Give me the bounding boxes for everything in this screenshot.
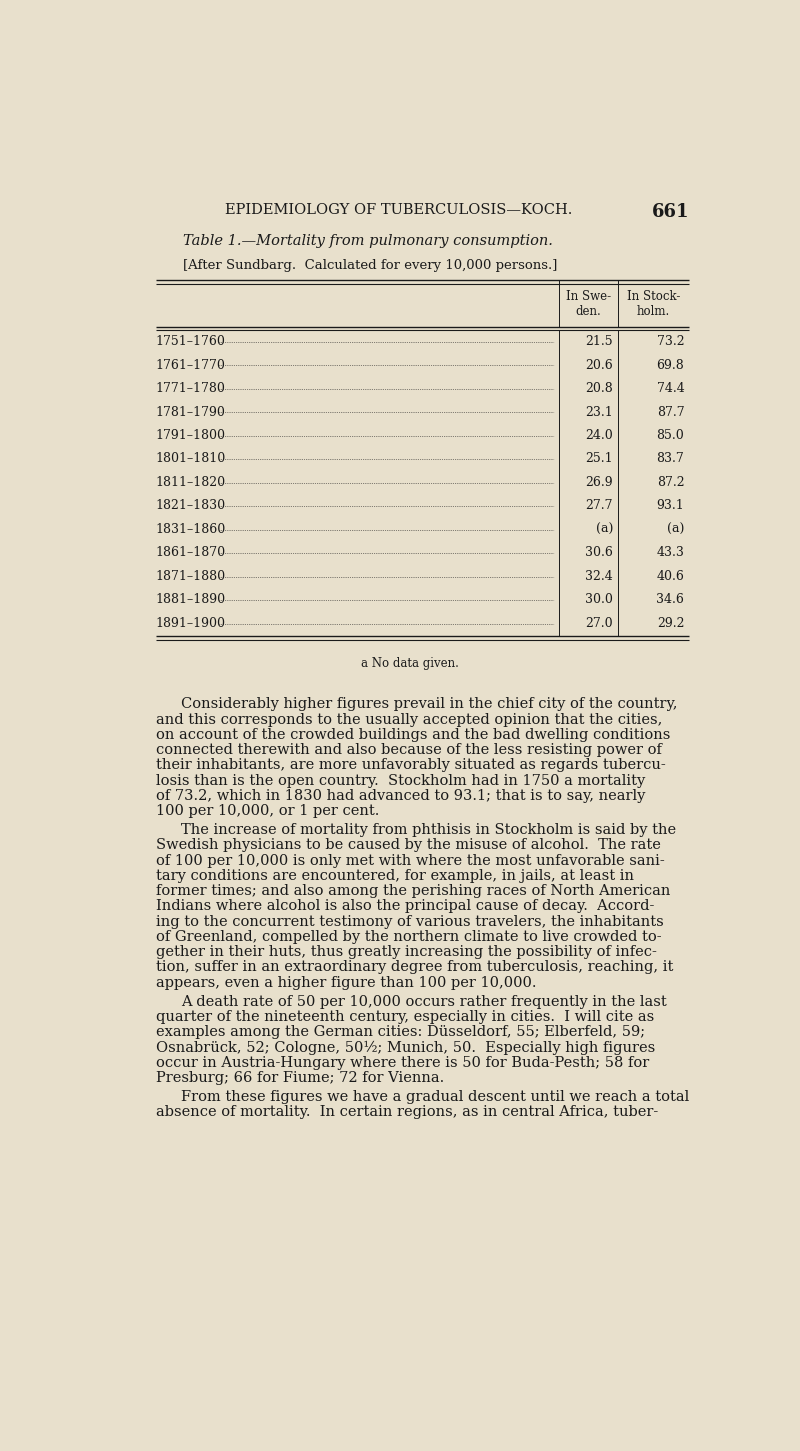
Text: 1811–1820: 1811–1820 [156, 476, 226, 489]
Text: of 73.2, which in 1830 had advanced to 93.1; that is to say, nearly: of 73.2, which in 1830 had advanced to 9… [156, 789, 645, 802]
Text: 1761–1770: 1761–1770 [156, 358, 226, 371]
Text: (a): (a) [596, 522, 613, 535]
Text: 34.6: 34.6 [657, 593, 684, 607]
Text: examples among the German cities: Düsseldorf, 55; Elberfeld, 59;: examples among the German cities: Düssel… [156, 1026, 645, 1039]
Text: 69.8: 69.8 [657, 358, 684, 371]
Text: The increase of mortality from phthisis in Stockholm is said by the: The increase of mortality from phthisis … [181, 823, 676, 837]
Text: 30.0: 30.0 [585, 593, 613, 607]
Text: 73.2: 73.2 [657, 335, 684, 348]
Text: 40.6: 40.6 [657, 570, 684, 583]
Text: 27.0: 27.0 [586, 617, 613, 630]
Text: 43.3: 43.3 [657, 547, 684, 560]
Text: 1781–1790: 1781–1790 [156, 405, 226, 418]
Text: Indians where alcohol is also the principal cause of decay.  Accord-: Indians where alcohol is also the princi… [156, 900, 654, 913]
Text: 21.5: 21.5 [586, 335, 613, 348]
Text: Considerably higher figures prevail in the chief city of the country,: Considerably higher figures prevail in t… [181, 698, 677, 711]
Text: 83.7: 83.7 [657, 453, 684, 466]
Text: 74.4: 74.4 [657, 382, 684, 395]
Text: 20.8: 20.8 [586, 382, 613, 395]
Text: 1801–1810: 1801–1810 [156, 453, 226, 466]
Text: absence of mortality.  In certain regions, as in central Africa, tuber-: absence of mortality. In certain regions… [156, 1106, 658, 1119]
Text: quarter of the nineteenth century, especially in cities.  I will cite as: quarter of the nineteenth century, espec… [156, 1010, 654, 1024]
Text: 27.7: 27.7 [586, 499, 613, 512]
Text: Table 1.—Mortality from pulmonary consumption.: Table 1.—Mortality from pulmonary consum… [183, 234, 553, 248]
Text: 1861–1870: 1861–1870 [156, 547, 226, 560]
Text: of Greenland, compelled by the northern climate to live crowded to-: of Greenland, compelled by the northern … [156, 930, 662, 943]
Text: 29.2: 29.2 [657, 617, 684, 630]
Text: 1771–1780: 1771–1780 [156, 382, 226, 395]
Text: 25.1: 25.1 [586, 453, 613, 466]
Text: 24.0: 24.0 [586, 429, 613, 443]
Text: Swedish physicians to be caused by the misuse of alcohol.  The rate: Swedish physicians to be caused by the m… [156, 839, 661, 852]
Text: 1751–1760: 1751–1760 [156, 335, 226, 348]
Text: and this corresponds to the usually accepted opinion that the cities,: and this corresponds to the usually acce… [156, 712, 662, 727]
Text: 1871–1880: 1871–1880 [156, 570, 226, 583]
Text: [After Sundbarg.  Calculated for every 10,000 persons.]: [After Sundbarg. Calculated for every 10… [183, 258, 558, 271]
Text: 30.6: 30.6 [585, 547, 613, 560]
Text: A death rate of 50 per 10,000 occurs rather frequently in the last: A death rate of 50 per 10,000 occurs rat… [181, 995, 666, 1008]
Text: former times; and also among the perishing races of North American: former times; and also among the perishi… [156, 884, 670, 898]
Text: In Stock-
holm.: In Stock- holm. [626, 290, 680, 318]
Text: 1791–1800: 1791–1800 [156, 429, 226, 443]
Text: 20.6: 20.6 [586, 358, 613, 371]
Text: 87.7: 87.7 [657, 405, 684, 418]
Text: 85.0: 85.0 [657, 429, 684, 443]
Text: 661: 661 [651, 203, 689, 222]
Text: From these figures we have a gradual descent until we reach a total: From these figures we have a gradual des… [181, 1090, 689, 1104]
Text: 100 per 10,000, or 1 per cent.: 100 per 10,000, or 1 per cent. [156, 804, 379, 818]
Text: 1891–1900: 1891–1900 [156, 617, 226, 630]
Text: 87.2: 87.2 [657, 476, 684, 489]
Text: a No data given.: a No data given. [361, 657, 459, 670]
Text: 1821–1830: 1821–1830 [156, 499, 226, 512]
Text: (a): (a) [667, 522, 684, 535]
Text: 23.1: 23.1 [586, 405, 613, 418]
Text: occur in Austria-Hungary where there is 50 for Buda-Pesth; 58 for: occur in Austria-Hungary where there is … [156, 1056, 649, 1069]
Text: 93.1: 93.1 [657, 499, 684, 512]
Text: of 100 per 10,000 is only met with where the most unfavorable sani-: of 100 per 10,000 is only met with where… [156, 853, 665, 868]
Text: 1831–1860: 1831–1860 [156, 522, 226, 535]
Text: connected therewith and also because of the less resisting power of: connected therewith and also because of … [156, 743, 662, 757]
Text: ing to the concurrent testimony of various travelers, the inhabitants: ing to the concurrent testimony of vario… [156, 914, 663, 929]
Text: on account of the crowded buildings and the bad dwelling conditions: on account of the crowded buildings and … [156, 728, 670, 741]
Text: tion, suffer in an extraordinary degree from tuberculosis, reaching, it: tion, suffer in an extraordinary degree … [156, 961, 673, 975]
Text: their inhabitants, are more unfavorably situated as regards tubercu-: their inhabitants, are more unfavorably … [156, 759, 666, 772]
Text: tary conditions are encountered, for example, in jails, at least in: tary conditions are encountered, for exa… [156, 869, 634, 882]
Text: 32.4: 32.4 [586, 570, 613, 583]
Text: 1881–1890: 1881–1890 [156, 593, 226, 607]
Text: 26.9: 26.9 [586, 476, 613, 489]
Text: In Swe-
den.: In Swe- den. [566, 290, 611, 318]
Text: Presburg; 66 for Fiume; 72 for Vienna.: Presburg; 66 for Fiume; 72 for Vienna. [156, 1071, 444, 1085]
Text: EPIDEMIOLOGY OF TUBERCULOSIS—KOCH.: EPIDEMIOLOGY OF TUBERCULOSIS—KOCH. [225, 203, 572, 218]
Text: Osnabrück, 52; Cologne, 50½; Munich, 50.  Especially high figures: Osnabrück, 52; Cologne, 50½; Munich, 50.… [156, 1040, 655, 1055]
Text: losis than is the open country.  Stockholm had in 1750 a mortality: losis than is the open country. Stockhol… [156, 773, 645, 788]
Text: gether in their huts, thus greatly increasing the possibility of infec-: gether in their huts, thus greatly incre… [156, 945, 657, 959]
Text: appears, even a higher figure than 100 per 10,000.: appears, even a higher figure than 100 p… [156, 975, 536, 990]
